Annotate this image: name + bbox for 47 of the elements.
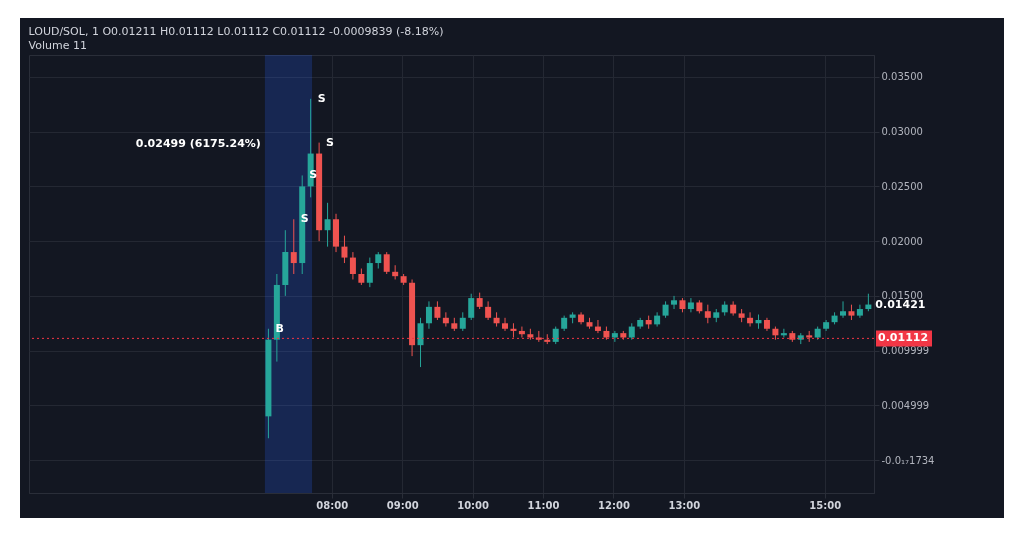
y-tick-label: 0.03500 <box>881 71 923 83</box>
annotation: B <box>275 321 284 335</box>
candlestick <box>366 257 373 288</box>
candlestick <box>425 300 432 330</box>
candlestick <box>349 251 356 280</box>
candlestick <box>671 295 678 310</box>
candlestick <box>468 293 475 321</box>
candlestick <box>485 300 492 321</box>
candlestick <box>780 328 787 339</box>
candlestick <box>611 330 618 343</box>
text: LOUD/SOL, 1 O0.01211 H0.01112 L0.01112 C0.01112 -0.0009839 (-8.18%) <box>28 25 444 38</box>
x-tick-label: 10:00 <box>457 499 490 511</box>
y-tick-label: 0.02000 <box>881 235 923 247</box>
candlestick <box>341 235 348 264</box>
candlestick <box>510 322 517 339</box>
candlestick <box>324 202 331 248</box>
candlestick <box>747 311 754 328</box>
y-tick-label: 0.004999 <box>881 399 930 411</box>
candlestick <box>687 297 694 313</box>
y-tick-label: 0.009999 <box>881 345 930 357</box>
candlestick <box>459 311 466 332</box>
candlestick <box>442 311 449 328</box>
x-tick-label: 09:00 <box>386 499 419 511</box>
candlestick <box>417 317 424 368</box>
annotation: S <box>317 91 326 105</box>
x-tick-label: 11:00 <box>527 499 560 511</box>
x-tick-label: 13:00 <box>668 499 701 511</box>
annotation: S <box>326 135 335 149</box>
text: Volume 11 <box>28 39 87 52</box>
candlestick <box>383 251 390 275</box>
candlestick <box>434 300 441 321</box>
candlestick <box>704 304 711 324</box>
candlestick <box>654 311 661 328</box>
y-tick-label: 0.03000 <box>881 126 923 138</box>
candlestick <box>840 300 847 319</box>
candlestick <box>518 326 525 339</box>
y-tick-label: 0.02500 <box>881 180 923 192</box>
x-tick-label: 12:00 <box>598 499 630 511</box>
y-tick-label: -0.0₁₇1734 <box>881 454 935 466</box>
x-tick-label: 15:00 <box>809 499 842 511</box>
candlestick <box>290 218 297 275</box>
ref-line-label: 0.01112 <box>878 331 929 345</box>
x-tick-label: 08:00 <box>316 499 349 511</box>
candlestick <box>856 304 863 319</box>
candlestick <box>502 317 509 332</box>
band-label: 0.02499 (6175.24%) <box>135 137 261 150</box>
candlestick <box>594 319 601 334</box>
